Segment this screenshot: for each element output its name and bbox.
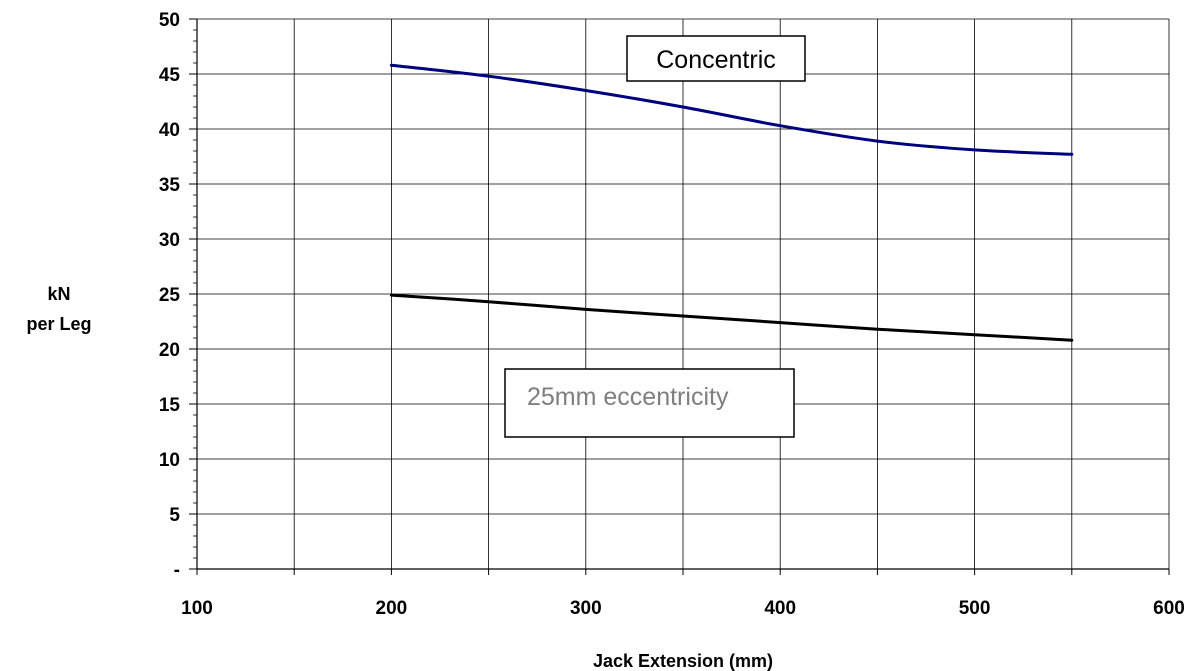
grid-lines	[197, 18, 1170, 569]
annotation-concentric: Concentric	[626, 35, 806, 82]
annotation-concentric-box	[626, 35, 806, 82]
y-tick-label: 15	[159, 395, 181, 416]
series-line-eccentricity	[389, 293, 1074, 342]
y-tick-label: 5	[169, 505, 180, 526]
x-tick-label: 100	[181, 598, 213, 619]
minor-ticks	[193, 29, 197, 559]
y-tick-label: 30	[159, 230, 180, 251]
x-tick-label: 300	[570, 598, 602, 619]
y-tick-label: -	[174, 560, 180, 581]
y-axis-title-line2: per Leg	[26, 314, 91, 334]
y-tick-label: 25	[159, 285, 181, 306]
y-tick-label: 50	[159, 10, 180, 31]
x-tick-label: 200	[376, 598, 408, 619]
x-tick-label: 600	[1153, 598, 1185, 619]
annotation-eccentricity-label: 25mm eccentricity	[527, 383, 729, 411]
y-axis-title-line1: kN	[47, 284, 70, 304]
x-tick-label: 500	[959, 598, 991, 619]
annotation-eccentricity-box	[504, 368, 795, 438]
x-axis-title: Jack Extension (mm)	[593, 651, 773, 671]
annotation-eccentricity: 25mm eccentricity	[504, 368, 795, 438]
axes	[189, 18, 1170, 575]
y-tick-label: 20	[159, 340, 180, 361]
y-tick-label: 10	[159, 450, 180, 471]
y-tick-label: 45	[159, 65, 181, 86]
series-lines	[389, 63, 1074, 342]
series-line-concentric	[389, 63, 1074, 156]
tick-labels: 100 200 300 400 500 600 - 5 10 15 20 25 30 35 40 45 50	[159, 10, 1185, 619]
x-tick-label: 400	[764, 598, 796, 619]
y-tick-label: 40	[159, 120, 180, 141]
annotation-concentric-label: Concentric	[656, 46, 776, 74]
y-tick-label: 35	[159, 175, 181, 196]
